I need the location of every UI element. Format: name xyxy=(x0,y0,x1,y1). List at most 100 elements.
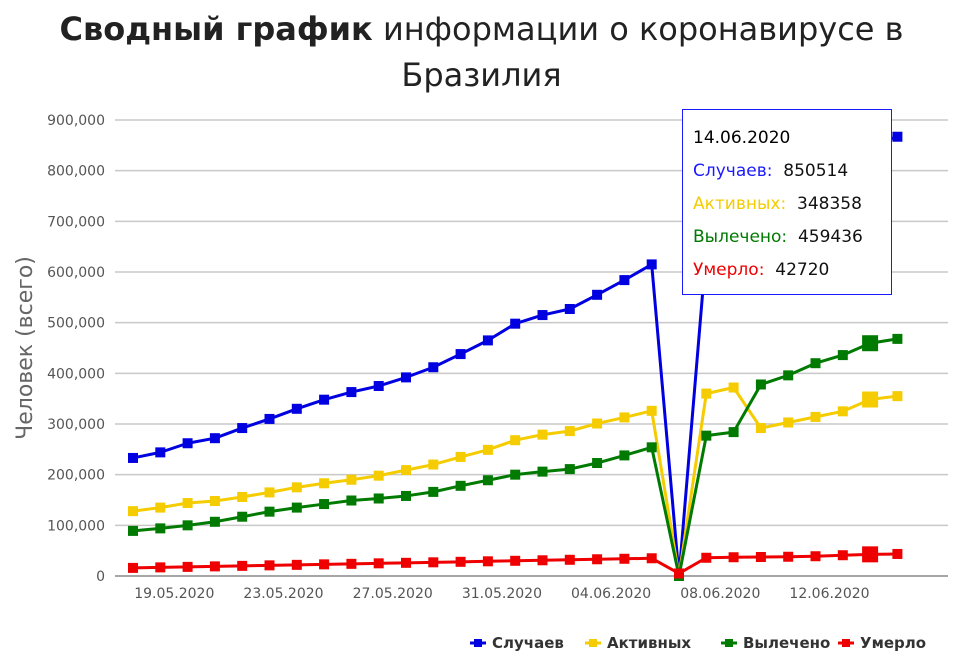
data-point xyxy=(428,459,439,470)
data-point xyxy=(619,412,630,423)
data-point xyxy=(510,435,521,446)
data-point xyxy=(592,418,603,429)
x-tick-label: 12.06.2020 xyxy=(789,586,869,602)
x-tick-label: 27.05.2020 xyxy=(353,586,433,602)
data-point xyxy=(537,466,548,477)
data-point xyxy=(892,333,903,344)
y-tick-label: 300,000 xyxy=(47,417,105,433)
data-point xyxy=(346,558,357,569)
data-point xyxy=(455,556,466,567)
data-point xyxy=(291,559,302,570)
tooltip-value-recovered: 459436 xyxy=(797,227,863,247)
tooltip-label-deaths: Умерло: xyxy=(693,260,765,280)
data-point xyxy=(128,506,138,517)
data-point xyxy=(892,548,903,559)
data-point xyxy=(455,480,466,491)
data-point xyxy=(182,438,193,449)
data-point xyxy=(646,405,657,416)
data-point xyxy=(319,559,330,570)
data-point xyxy=(701,430,712,441)
data-point xyxy=(128,562,138,573)
data-point xyxy=(755,379,766,390)
data-point xyxy=(291,403,302,414)
data-point xyxy=(837,550,848,561)
data-point xyxy=(783,370,794,381)
y-tick-label: 900,000 xyxy=(47,113,105,129)
data-point xyxy=(674,568,684,579)
data-point xyxy=(564,426,575,437)
data-point xyxy=(510,555,521,566)
y-tick-label: 100,000 xyxy=(47,518,105,534)
data-point xyxy=(510,318,521,329)
data-point xyxy=(128,452,138,463)
tooltip-date: 14.06.2020 xyxy=(693,128,791,148)
data-point xyxy=(264,413,275,424)
data-point xyxy=(237,491,248,502)
y-tick-label: 500,000 xyxy=(47,316,105,332)
data-point xyxy=(837,406,848,417)
data-point xyxy=(646,259,657,270)
data-point xyxy=(592,289,603,300)
data-point xyxy=(209,496,220,507)
data-point xyxy=(373,493,384,504)
data-point xyxy=(510,469,521,480)
data-point xyxy=(373,558,384,569)
data-point xyxy=(783,417,794,428)
data-point xyxy=(401,557,411,568)
data-point xyxy=(592,554,603,565)
data-point xyxy=(209,433,220,444)
data-point xyxy=(862,546,879,563)
data-point xyxy=(182,561,193,572)
series-line-1 xyxy=(132,386,898,578)
data-point xyxy=(373,470,384,481)
tooltip-label-cases: Случаев: xyxy=(693,161,773,181)
y-tick-label: 0 xyxy=(96,569,105,585)
tooltip-row-deaths: Умерло: 42720 xyxy=(693,254,891,287)
data-point xyxy=(182,498,193,509)
data-point xyxy=(701,388,712,399)
x-tick-label: 19.05.2020 xyxy=(134,586,214,602)
data-point xyxy=(482,444,493,455)
data-point xyxy=(537,555,548,566)
data-point xyxy=(346,495,357,506)
data-point xyxy=(209,561,220,572)
x-tick-label: 23.05.2020 xyxy=(243,586,323,602)
tooltip-label-recovered: Вылечено: xyxy=(693,227,788,247)
data-point xyxy=(701,552,712,563)
data-point xyxy=(346,387,357,398)
data-point xyxy=(128,525,138,536)
legend-swatch-marker xyxy=(474,639,482,647)
data-point xyxy=(619,275,630,286)
data-point xyxy=(182,520,193,531)
data-point xyxy=(537,310,548,321)
data-point xyxy=(373,381,384,391)
data-point xyxy=(428,486,439,497)
data-tooltip: 14.06.2020 Случаев: 850514 Активных: 348… xyxy=(682,109,892,295)
data-point xyxy=(428,362,439,373)
x-tick-label: 08.06.2020 xyxy=(680,586,760,602)
data-point xyxy=(264,560,275,571)
data-point xyxy=(564,554,575,565)
series-line-2 xyxy=(132,337,898,578)
legend-label: Случаев xyxy=(492,634,564,652)
data-point xyxy=(155,502,166,513)
tooltip-value-cases: 850514 xyxy=(783,161,849,181)
data-point xyxy=(401,490,411,501)
data-point xyxy=(646,442,657,453)
data-point xyxy=(237,560,248,571)
tooltip-row-recovered: Вылечено: 459436 xyxy=(693,221,891,254)
x-tick-label: 31.05.2020 xyxy=(462,586,542,602)
data-point xyxy=(455,451,466,462)
data-point xyxy=(264,506,275,517)
data-point xyxy=(401,465,411,476)
data-point xyxy=(783,551,794,562)
data-point xyxy=(346,474,357,485)
chart-title-rest: информации о коронавирусе в Бразилия xyxy=(372,10,904,94)
y-tick-label: 600,000 xyxy=(47,265,105,281)
data-point xyxy=(291,482,302,493)
data-point xyxy=(728,427,739,438)
data-point xyxy=(728,382,739,393)
data-point xyxy=(455,349,466,360)
y-tick-label: 800,000 xyxy=(47,164,105,180)
